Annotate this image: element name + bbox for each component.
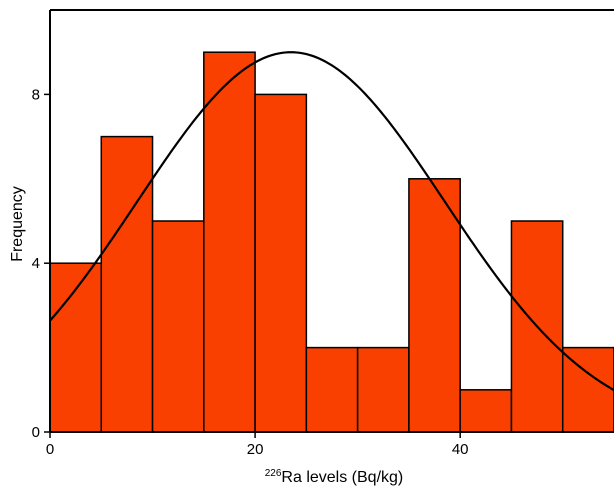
- x-axis-ticks: 0 20 40: [46, 432, 469, 458]
- y-tick-label: 0: [32, 424, 40, 441]
- y-tick-label: 4: [32, 255, 40, 272]
- x-axis-label-superscript: 226: [265, 468, 282, 479]
- histogram-bar: [153, 221, 204, 432]
- histogram-bar: [460, 390, 511, 432]
- x-axis-label: 226Ra levels (Bq/kg): [265, 468, 404, 486]
- x-tick-label: 20: [247, 441, 264, 458]
- histogram-bar: [306, 348, 357, 432]
- histogram-bar: [409, 179, 460, 432]
- y-tick-label: 8: [32, 86, 40, 103]
- histogram-bar: [255, 94, 306, 432]
- x-tick-label: 0: [46, 441, 54, 458]
- x-axis-label-main: Ra levels (Bq/kg): [281, 469, 403, 486]
- histogram-bar: [101, 137, 152, 432]
- histogram-bar: [204, 52, 255, 432]
- y-axis-label: Frequency: [9, 186, 26, 262]
- x-tick-label: 40: [452, 441, 469, 458]
- y-axis-ticks: 0 4 8: [32, 86, 50, 441]
- histogram-bar: [358, 348, 409, 432]
- bars-group: [50, 52, 614, 432]
